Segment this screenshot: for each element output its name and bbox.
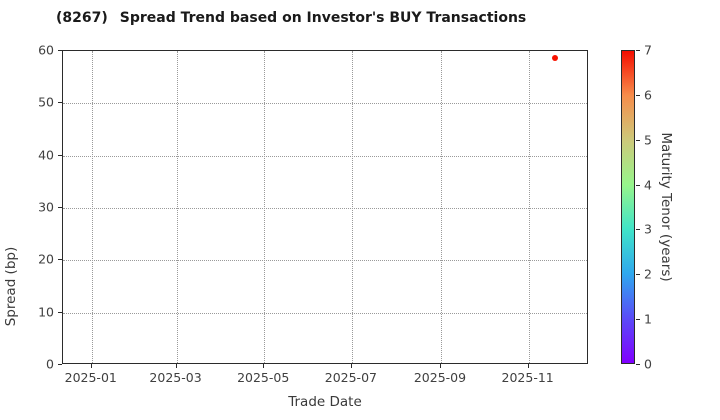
data-point: [551, 54, 558, 61]
x-tick-mark: [439, 364, 441, 368]
x-tick-mark: [263, 364, 265, 368]
x-tick-label: 2025-03: [149, 370, 202, 385]
y-tick-mark: [58, 50, 62, 51]
plot-area: [62, 50, 588, 364]
x-tick-label: 2025-01: [64, 370, 117, 385]
colorbar-tick-label: 6: [644, 87, 652, 103]
colorbar-tick-label: 3: [644, 221, 652, 237]
y-gridline: [63, 208, 587, 209]
x-tick-label: 2025-09: [413, 370, 467, 385]
x-tick-mark: [527, 364, 529, 368]
y-tick-label: 0: [46, 356, 54, 372]
colorbar-tick-mark: [636, 274, 640, 276]
y-tick-label: 20: [38, 251, 54, 267]
y-axis-label: Spread (bp): [3, 246, 19, 327]
x-tick-label: 2025-11: [501, 370, 554, 385]
y-tick-label: 60: [38, 42, 54, 58]
colorbar-tick-label: 5: [644, 132, 652, 148]
x-gridline: [264, 51, 266, 363]
x-gridline: [440, 51, 442, 363]
y-tick-label: 30: [38, 199, 54, 215]
colorbar-tick-label: 2: [644, 266, 652, 282]
x-tick-mark: [175, 364, 177, 368]
chart-title-ticker-code: (8267): [56, 10, 108, 26]
colorbar-axis-label: Maturity Tenor (years): [658, 132, 674, 282]
y-tick-label: 40: [38, 147, 54, 163]
colorbar-tick-mark: [636, 139, 640, 141]
y-tick-mark: [58, 154, 62, 156]
y-gridline: [63, 260, 587, 262]
colorbar-gradient: [621, 50, 635, 364]
x-gridline: [176, 51, 178, 363]
y-tick-mark: [58, 311, 62, 313]
x-tick-mark: [90, 364, 92, 368]
y-gridline: [63, 103, 587, 105]
y-tick-mark: [58, 364, 62, 365]
x-tick-mark: [350, 364, 352, 368]
colorbar-tick-label: 7: [644, 42, 652, 58]
colorbar-tick-mark: [636, 50, 640, 51]
colorbar-tick-label: 1: [644, 311, 652, 327]
chart-title: (8267) Spread Trend based on Investor's B…: [56, 10, 526, 26]
chart-title-text: Spread Trend based on Investor's BUY Tra…: [119, 10, 527, 26]
colorbar-tick-mark: [636, 229, 640, 231]
y-tick-mark: [58, 207, 62, 208]
colorbar-tick-mark: [636, 319, 640, 321]
y-tick-label: 10: [38, 304, 54, 320]
colorbar-tick-label: 0: [644, 356, 652, 372]
x-gridline: [91, 51, 93, 363]
x-axis-label: Trade Date: [288, 394, 362, 410]
y-tick-label: 50: [38, 94, 54, 110]
x-gridline: [528, 51, 530, 363]
y-gridline: [63, 312, 587, 314]
colorbar-tick-label: 4: [644, 177, 652, 193]
y-gridline: [63, 155, 587, 157]
x-tick-label: 2025-05: [237, 370, 290, 385]
colorbar-tick-mark: [636, 94, 640, 96]
colorbar-tick-mark: [636, 184, 640, 186]
y-tick-mark: [58, 102, 62, 104]
x-gridline: [351, 51, 353, 363]
y-tick-mark: [58, 259, 62, 261]
x-tick-label: 2025-07: [324, 370, 377, 385]
colorbar-tick-mark: [636, 364, 640, 365]
